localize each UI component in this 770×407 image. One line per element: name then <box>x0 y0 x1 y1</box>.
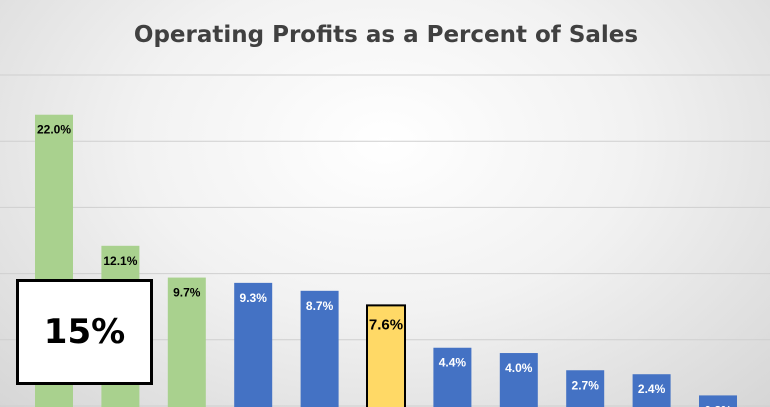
bar-6 <box>433 347 472 407</box>
bar-7 <box>499 353 538 407</box>
bar-9 <box>632 374 671 407</box>
chart-title: Operating Profits as a Percent of Sales <box>134 22 638 48</box>
callout-value: 15% <box>43 312 126 352</box>
data-label-4: 8.7% <box>306 299 334 313</box>
data-label-10: 0.8% <box>704 403 732 407</box>
data-label-0: 22.0% <box>37 123 71 137</box>
data-label-7: 4.0% <box>505 361 533 375</box>
data-label-6: 4.4% <box>439 356 467 370</box>
data-label-8: 2.7% <box>572 378 600 392</box>
data-label-3: 9.3% <box>240 291 268 305</box>
data-label-9: 2.4% <box>638 382 666 396</box>
bar-8 <box>566 370 605 407</box>
callout-box: 15% <box>16 279 153 385</box>
data-label-5: 7.6% <box>369 316 403 333</box>
bar-2 <box>167 277 206 407</box>
data-label-1: 12.1% <box>103 254 137 268</box>
bar-4 <box>300 290 339 407</box>
bar-5 <box>366 304 406 407</box>
data-label-2: 9.7% <box>173 286 201 300</box>
bar-3 <box>234 282 273 407</box>
bar-10 <box>699 395 737 407</box>
